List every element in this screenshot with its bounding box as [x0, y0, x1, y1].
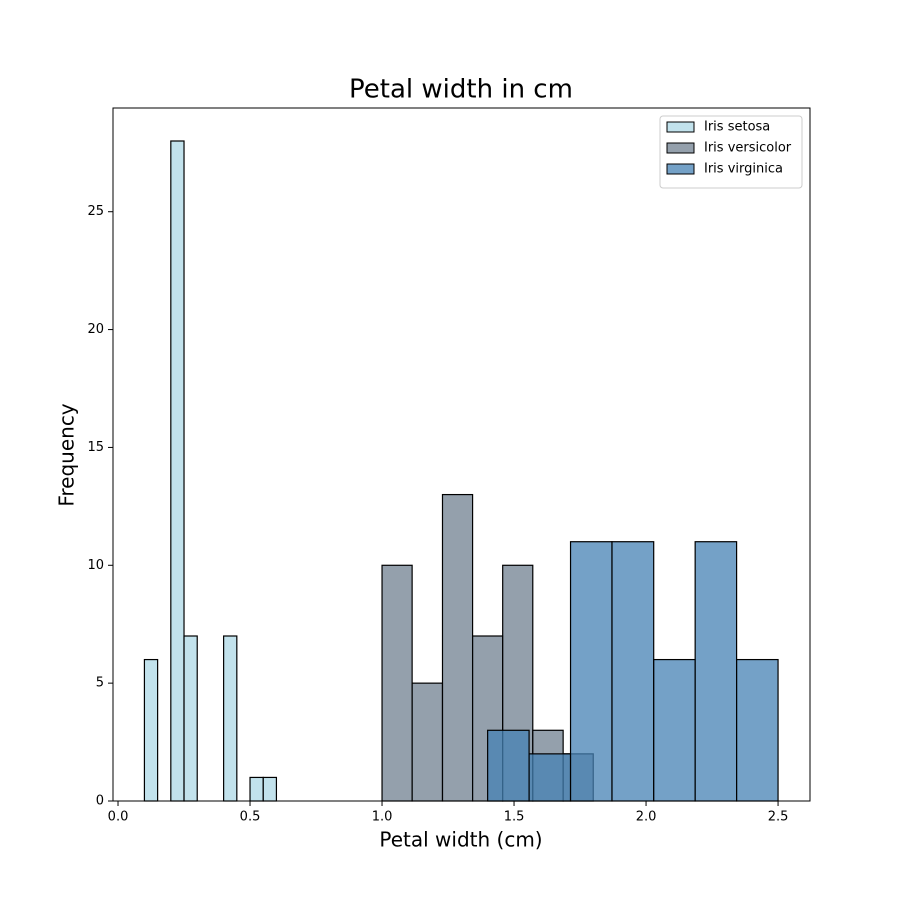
bar: [249, 776, 264, 802]
x-tick-label: 1.0: [372, 810, 393, 825]
bar: [736, 658, 779, 802]
y-axis-label: Frequency: [55, 403, 79, 506]
legend-label: Iris setosa: [704, 120, 770, 135]
bar: [411, 682, 444, 802]
x-tick-label: 1.5: [504, 810, 525, 825]
bar: [569, 541, 613, 802]
bar: [441, 493, 474, 802]
bar: [381, 564, 413, 802]
x-tick-label: 0.5: [240, 810, 261, 825]
plot-frame: [112, 107, 811, 802]
y-tick-label: 20: [87, 322, 104, 337]
legend-swatch: [666, 121, 695, 133]
y-tick-label: 25: [87, 204, 104, 219]
bar: [528, 753, 572, 802]
legend-box: [659, 115, 803, 189]
bar: [262, 776, 278, 802]
x-axis-label: Petal width (cm): [379, 828, 542, 852]
x-tick-label: 2.0: [636, 810, 657, 825]
bar: [183, 635, 198, 802]
legend-label: Iris versicolor: [704, 141, 792, 156]
bar: [487, 729, 530, 802]
bar: [653, 658, 696, 802]
x-tick-label: 0.0: [108, 810, 129, 825]
y-tick-label: 5: [96, 676, 104, 691]
bar: [223, 635, 238, 802]
bar: [694, 541, 738, 802]
legend-label: Iris virginica: [704, 162, 783, 177]
y-tick-label: 0: [96, 794, 104, 809]
bar: [611, 541, 655, 802]
bar: [143, 658, 159, 802]
x-tick-label: 2.5: [768, 810, 789, 825]
legend-swatch: [666, 142, 695, 154]
y-tick-label: 10: [87, 558, 104, 573]
chart-title: Petal width in cm: [349, 75, 573, 105]
legend-swatch: [666, 163, 695, 175]
bar: [170, 140, 185, 802]
y-tick-label: 15: [87, 440, 104, 455]
